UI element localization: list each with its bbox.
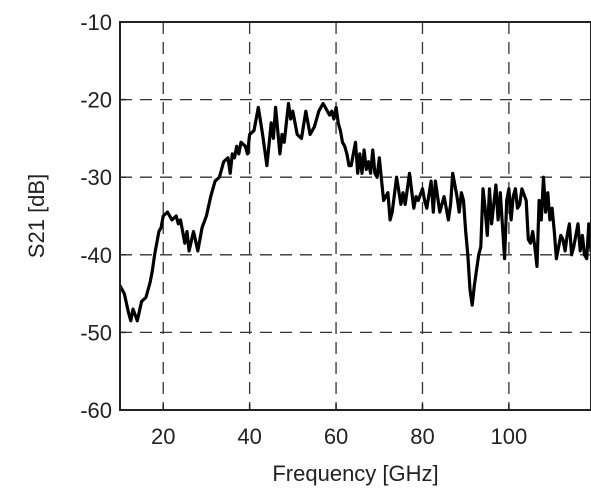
x-tick-label: 40: [237, 424, 261, 449]
x-tick-label: 60: [324, 424, 348, 449]
y-tick-label: -40: [80, 243, 112, 268]
grid-lines: [120, 21, 591, 411]
x-tick-label: 20: [151, 424, 175, 449]
y-tick-label: -20: [80, 88, 112, 113]
y-tick-label: -60: [80, 398, 112, 423]
y-tick-label: -30: [80, 165, 112, 190]
series-line-0: [120, 101, 591, 323]
x-tick-label: 80: [410, 424, 434, 449]
y-axis-title: S21 [dB]: [24, 174, 49, 258]
series-layer: [120, 101, 591, 323]
axis-ticks: 20 40 60 80 100 -10 -20 -30 -40 -50 -60: [80, 10, 527, 449]
x-tick-label: 100: [491, 424, 528, 449]
plot-area-frame: [119, 21, 591, 411]
y-tick-label: -10: [80, 10, 112, 35]
y-tick-label: -50: [80, 320, 112, 345]
x-axis-title: Frequency [GHz]: [272, 461, 438, 486]
